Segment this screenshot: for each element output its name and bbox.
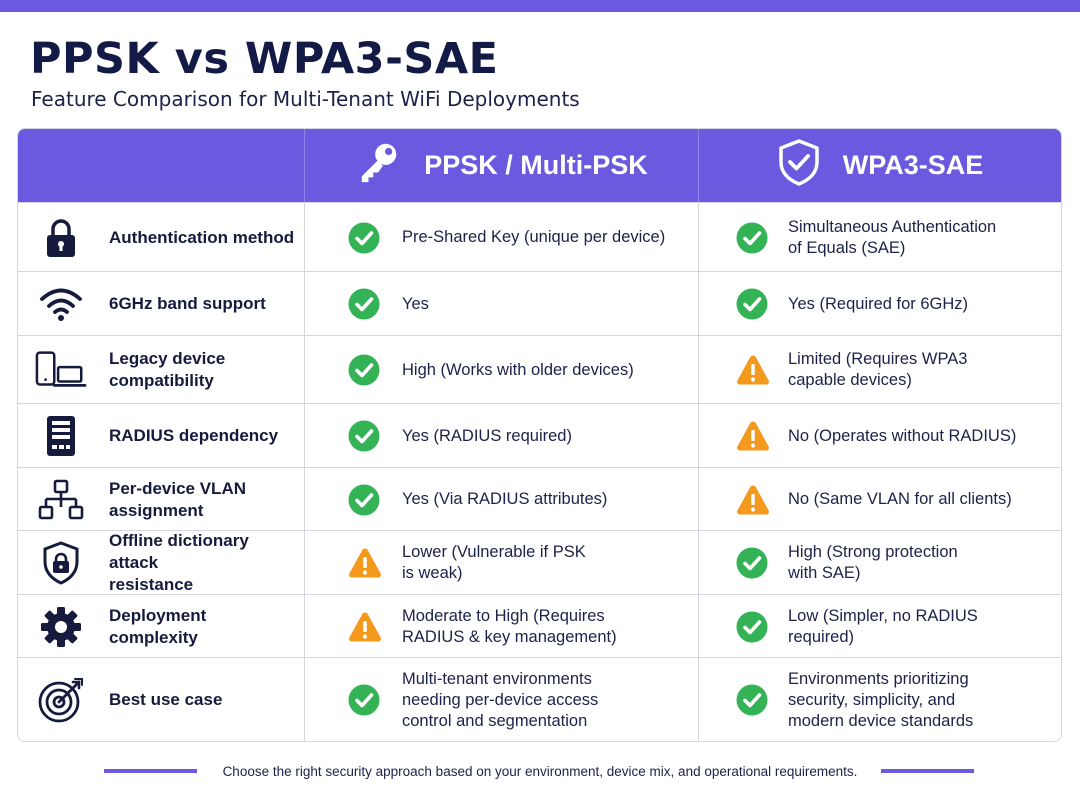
shield-check-icon xyxy=(777,138,843,193)
column-header-wpa3-label: WPA3-SAE xyxy=(842,150,984,180)
ppsk-value: Lower (Vulnerable if PSK is weak) xyxy=(402,543,586,582)
warning-icon xyxy=(348,611,381,643)
network-icon xyxy=(35,468,87,531)
check-icon xyxy=(348,222,380,254)
table-row: Authentication method Pre-Shared Key (uni… xyxy=(18,202,1061,272)
table-row: RADIUS dependency Yes (RADIUS required) No… xyxy=(18,403,1061,468)
wpa3-value: No (Operates without RADIUS) xyxy=(788,426,1017,445)
lock-icon xyxy=(35,203,87,272)
check-icon xyxy=(348,354,380,386)
table-row: 6GHz band support Yes Yes (Required for 6G… xyxy=(18,271,1061,336)
footer-note: Choose the right security approach based… xyxy=(222,764,858,779)
wifi-icon xyxy=(35,272,87,336)
column-divider xyxy=(698,202,699,741)
table-row: Deployment complexity Moderate to High (R… xyxy=(18,594,1061,658)
wpa3-value: Simultaneous Authentication of Equals (S… xyxy=(788,217,997,257)
check-icon xyxy=(348,484,380,516)
table-header: PPSK / Multi-PSK WPA3-SAE xyxy=(18,129,1061,202)
column-divider xyxy=(304,202,305,741)
feature-label: Per-device VLAN assignment xyxy=(109,478,246,520)
page-subtitle: Feature Comparison for Multi-Tenant WiFi… xyxy=(31,87,580,111)
feature-label: Best use case xyxy=(109,690,223,709)
ppsk-value: Pre-Shared Key (unique per device) xyxy=(402,228,666,246)
wpa3-value: Yes (Required for 6GHz) xyxy=(788,294,969,313)
footer-line-left xyxy=(104,769,197,773)
key-icon xyxy=(356,139,424,192)
feature-label: Deployment complexity xyxy=(109,605,207,647)
table-row: Best use case Multi-tenant environments n… xyxy=(18,657,1061,741)
ppsk-value: Yes (RADIUS required) xyxy=(402,426,572,445)
gear-icon xyxy=(35,595,87,658)
column-header-wpa3: WPA3-SAE xyxy=(699,129,1061,202)
table-row: Legacy device compatibility High (Works w… xyxy=(18,335,1061,404)
header-divider xyxy=(698,129,699,202)
feature-label: RADIUS dependency xyxy=(109,426,279,445)
page-title: PPSK vs WPA3-SAE xyxy=(30,34,499,84)
devices-icon xyxy=(35,336,87,404)
wpa3-value: Limited (Requires WPA3 capable devices) xyxy=(788,350,968,389)
check-icon xyxy=(348,288,380,320)
ppsk-value: Yes xyxy=(402,294,429,313)
column-header-ppsk: PPSK / Multi-PSK xyxy=(305,129,699,202)
feature-label: 6GHz band support xyxy=(109,294,266,313)
wpa3-value: Environments prioritizing security, simp… xyxy=(788,669,974,730)
feature-label: Legacy device compatibility xyxy=(109,349,226,390)
warning-icon xyxy=(736,420,769,452)
warning-icon xyxy=(348,547,381,579)
ppsk-value: Yes (Via RADIUS attributes) xyxy=(402,490,608,508)
warning-icon xyxy=(736,484,769,516)
feature-label: Offline dictionary attack resistance xyxy=(109,531,249,594)
target-icon xyxy=(35,658,87,741)
shield-lock-icon xyxy=(35,531,87,595)
check-icon xyxy=(348,420,380,452)
check-icon xyxy=(736,222,768,254)
table-row: Per-device VLAN assignment Yes (Via RADIU… xyxy=(18,467,1061,531)
check-icon xyxy=(736,684,768,716)
ppsk-value: Multi-tenant environments needing per-de… xyxy=(402,669,599,730)
server-icon xyxy=(35,404,87,468)
check-icon xyxy=(736,288,768,320)
check-icon xyxy=(736,611,768,643)
feature-label: Authentication method xyxy=(109,227,295,247)
top-accent-bar xyxy=(0,0,1080,12)
column-header-ppsk-label: PPSK / Multi-PSK xyxy=(424,150,648,180)
wpa3-value: Low (Simpler, no RADIUS required) xyxy=(788,606,978,646)
wpa3-value: High (Strong protection with SAE) xyxy=(788,543,958,582)
check-icon xyxy=(348,684,380,716)
table-row: Offline dictionary attack resistance Lowe… xyxy=(18,530,1061,595)
comparison-table: PPSK / Multi-PSK WPA3-SAE Authentication… xyxy=(17,128,1062,742)
check-icon xyxy=(736,547,768,579)
ppsk-value: Moderate to High (Requires RADIUS & key … xyxy=(402,606,617,646)
ppsk-value: High (Works with older devices) xyxy=(402,360,634,379)
warning-icon xyxy=(736,354,769,386)
header-divider xyxy=(304,129,305,202)
footer-line-right xyxy=(881,769,974,773)
wpa3-value: No (Same VLAN for all clients) xyxy=(788,490,1012,508)
